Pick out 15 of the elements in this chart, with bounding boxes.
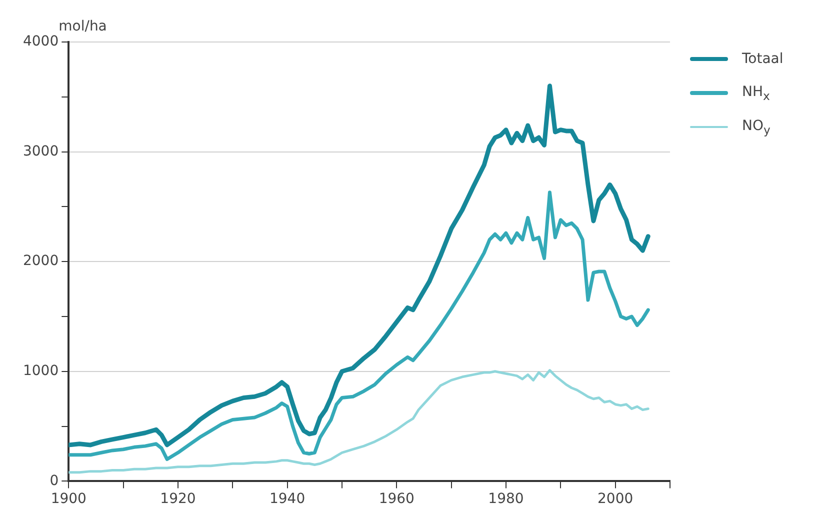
legend-label: NH$_{x}$ bbox=[742, 84, 770, 102]
legend-label: NO$_{y}$ bbox=[742, 118, 770, 136]
legend-label: Totaal bbox=[742, 51, 784, 67]
y-tick-label: 2000 bbox=[22, 253, 59, 270]
x-tick-label: 1980 bbox=[488, 491, 524, 508]
y-tick-label: 3000 bbox=[22, 143, 59, 160]
x-tick-label: 1920 bbox=[160, 491, 196, 508]
y-tick-label: 0 bbox=[50, 472, 59, 489]
x-tick-label: 1940 bbox=[269, 491, 306, 508]
x-tick-label: 2000 bbox=[598, 491, 634, 508]
x-tick-label: 1960 bbox=[378, 491, 414, 508]
y-tick-label: 4000 bbox=[22, 34, 59, 50]
x-tick-label: 1900 bbox=[50, 491, 86, 508]
y-axis-title: mol/ha bbox=[58, 18, 107, 35]
y-tick-label: 1000 bbox=[22, 363, 59, 380]
